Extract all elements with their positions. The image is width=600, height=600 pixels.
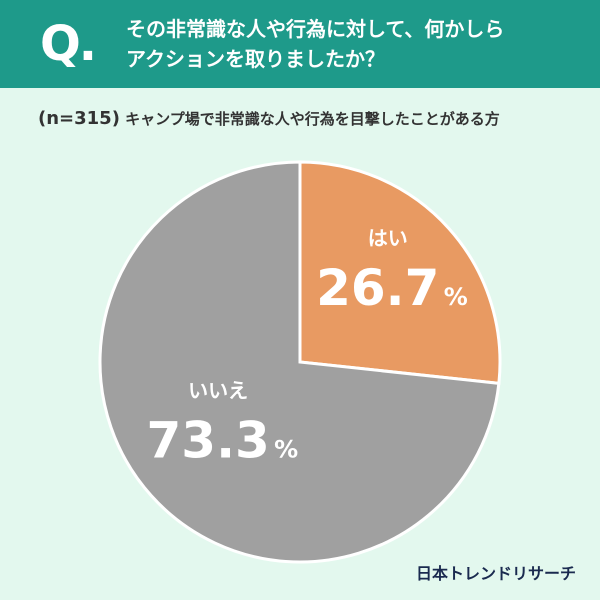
question-header: Q. その非常識な人や行為に対して、何かしら アクションを取りましたか？: [0, 0, 600, 88]
chart-subtitle: (n=315) キャンプ場で非常識な人や行為を目撃したことがある方: [38, 108, 578, 129]
slice-label-1: いいえ: [188, 379, 248, 403]
subtitle-text: キャンプ場で非常識な人や行為を目撃したことがある方: [125, 110, 500, 128]
sample-size: (n=315): [38, 108, 120, 129]
slice-label-0: はい: [368, 226, 408, 250]
pie-slice-0: [298, 160, 502, 385]
pie-slice-1: [98, 160, 501, 564]
brand-logo-text: 日本トレンドリサーチ: [415, 564, 576, 583]
q-mark: Q.: [40, 16, 97, 72]
slice-unit-0: %: [444, 283, 468, 311]
question-line-2: アクションを取りましたか？: [126, 47, 385, 71]
question-text: その非常識な人や行為に対して、何かしら アクションを取りましたか？: [126, 14, 586, 74]
slice-value-1: 73.3: [146, 412, 269, 470]
slice-unit-1: %: [274, 436, 298, 464]
slice-value-0: 26.7: [316, 259, 439, 317]
question-line-1: その非常識な人や行為に対して、何かしら: [126, 17, 505, 41]
